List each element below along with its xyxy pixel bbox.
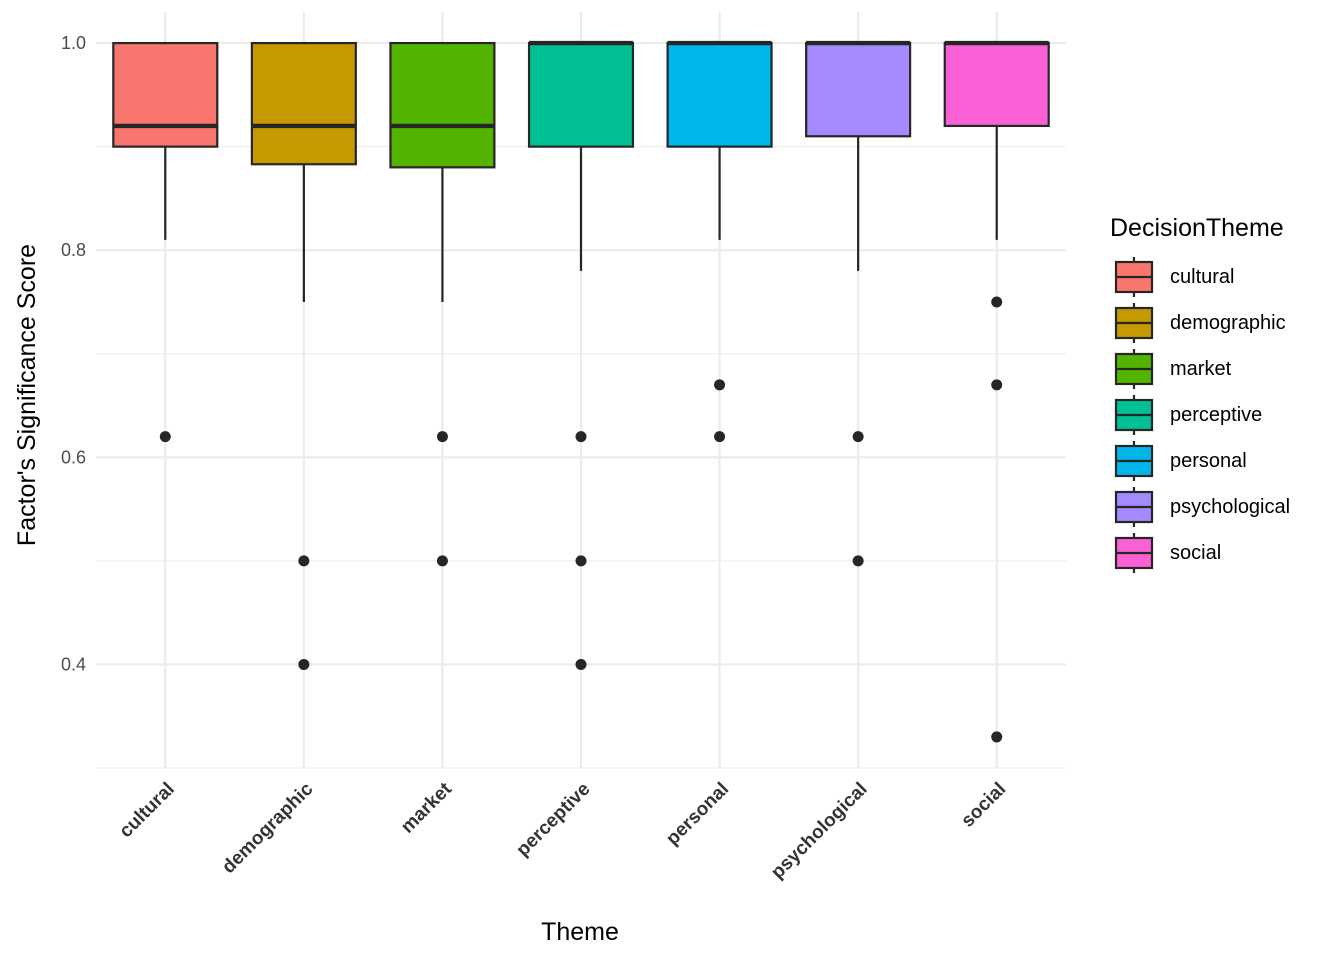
x-tick-label: perceptive — [512, 779, 594, 861]
legend-item-social: social — [1114, 533, 1221, 573]
box-demographic — [250, 41, 357, 670]
outlier-point — [575, 431, 587, 443]
legend-item-personal: personal — [1114, 441, 1247, 481]
outlier-point — [436, 431, 448, 443]
x-axis-ticks: cultural demographic market perceptive perso… — [115, 778, 1010, 883]
x-tick-label: personal — [662, 779, 733, 850]
legend-label: cultural — [1170, 266, 1234, 288]
box-body — [805, 41, 912, 138]
outlier-point — [159, 431, 171, 443]
legend-label: psychological — [1170, 496, 1290, 518]
legend-label: social — [1170, 542, 1221, 564]
outlier-point — [714, 379, 726, 391]
box-series — [112, 40, 1050, 743]
legend-item-market: market — [1114, 349, 1232, 389]
legend-item-cultural: cultural — [1114, 257, 1234, 297]
x-tick-label: social — [957, 779, 1010, 832]
y-axis-ticks: 0.4 0.6 0.8 1.0 — [61, 33, 86, 674]
y-tick-label: 0.4 — [61, 654, 86, 674]
outlier-point — [436, 555, 448, 567]
outlier-point — [991, 731, 1003, 743]
box-body — [389, 41, 496, 169]
outlier-point — [714, 431, 726, 443]
x-axis-title: Theme — [541, 918, 619, 946]
outlier-point — [298, 658, 310, 670]
box-cultural — [112, 41, 219, 443]
outlier-point — [575, 658, 587, 670]
box-psychological — [805, 40, 912, 567]
box-body — [112, 41, 219, 148]
legend-item-perceptive: perceptive — [1114, 395, 1262, 435]
box-body — [527, 41, 635, 148]
x-tick-label: market — [397, 778, 456, 837]
legend-label: market — [1170, 358, 1232, 380]
outlier-point — [575, 555, 587, 567]
outlier-point — [991, 296, 1003, 308]
box-body — [250, 41, 357, 166]
legend-label: demographic — [1170, 312, 1286, 334]
legend-label: personal — [1170, 450, 1247, 472]
box-personal — [666, 40, 773, 443]
x-tick-label: demographic — [218, 778, 318, 878]
box-social — [943, 40, 1050, 743]
x-tick-label: psychological — [767, 779, 871, 883]
legend-label: perceptive — [1170, 404, 1262, 426]
box-body — [943, 41, 1050, 128]
outlier-point — [991, 379, 1003, 391]
outlier-point — [852, 431, 864, 443]
box-market — [389, 41, 496, 567]
y-tick-label: 0.8 — [61, 240, 86, 260]
outlier-point — [298, 555, 310, 567]
legend-item-psychological: psychological — [1114, 487, 1290, 527]
box-body — [666, 41, 773, 148]
y-tick-label: 1.0 — [61, 33, 86, 53]
x-tick-label: cultural — [115, 779, 178, 842]
y-axis-title: Factor's Significance Score — [13, 244, 41, 546]
y-tick-label: 0.6 — [61, 447, 86, 467]
legend-item-demographic: demographic — [1114, 303, 1286, 343]
outlier-point — [852, 555, 864, 567]
legend-title: DecisionTheme — [1110, 214, 1284, 242]
box-perceptive — [527, 40, 635, 670]
legend: DecisionTheme cultural demographic market p… — [1110, 214, 1290, 573]
